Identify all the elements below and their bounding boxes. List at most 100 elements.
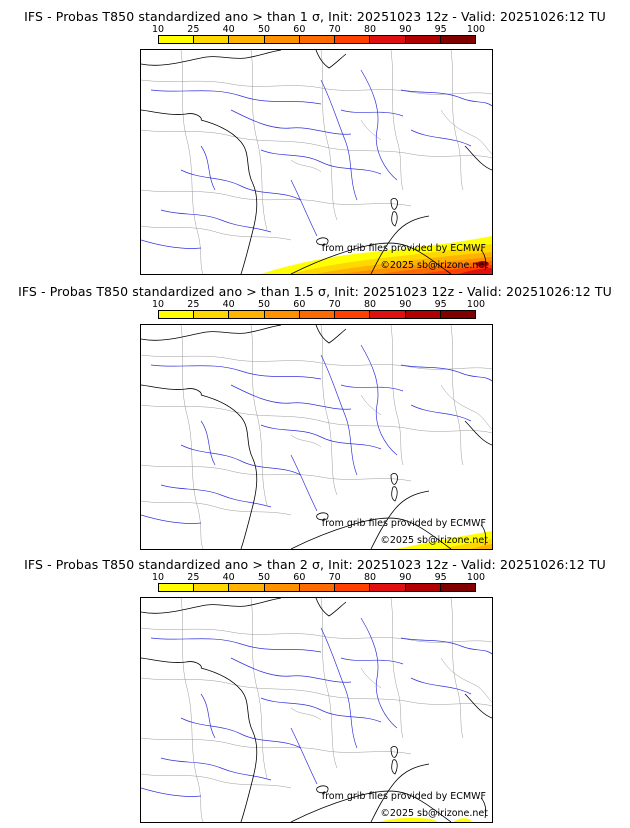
colorbar-tick-label: 25 <box>187 299 200 310</box>
coastline <box>141 384 202 396</box>
coastline <box>200 667 258 822</box>
colorbar-tick-label: 95 <box>434 24 447 35</box>
river <box>200 420 216 466</box>
panel-title: IFS - Probas T850 standardized ano > tha… <box>18 284 612 299</box>
coastline <box>316 512 329 521</box>
colorbar-segment <box>370 584 406 591</box>
probability-map: from grib files provided by ECMWF ©2025 s… <box>140 49 493 275</box>
map-panel-1: IFS - Probas T850 standardized ano > tha… <box>0 0 630 275</box>
colorbar-tick-label: 60 <box>293 24 306 35</box>
coastline <box>290 790 452 822</box>
admin-border <box>250 325 268 506</box>
colorbar-tick-label: 25 <box>187 572 200 583</box>
coastline <box>391 486 398 502</box>
colorbar-segment <box>405 36 441 43</box>
colorbar-tick-label: 40 <box>222 299 235 310</box>
colorbar-tick-label: 40 <box>222 24 235 35</box>
river <box>320 354 358 476</box>
colorbar-segment <box>335 311 371 318</box>
probability-contour <box>379 818 437 822</box>
coastline <box>370 763 430 822</box>
coastline <box>316 237 329 246</box>
map-canvas <box>141 325 492 549</box>
colorbar-ticks: 10 25 40 50 60 70 80 90 95 100 <box>152 24 485 35</box>
coastline <box>390 746 398 758</box>
copyright-credit: ©2025 sb@irizone.net <box>380 808 488 819</box>
admin-border <box>320 325 338 496</box>
river <box>320 627 358 749</box>
admin-border <box>141 500 292 516</box>
colorbar-tick-label: 10 <box>151 572 165 583</box>
admin-border <box>141 189 412 207</box>
source-credit: from grib files provided by ECMWF <box>321 518 486 529</box>
river <box>410 677 472 695</box>
river <box>260 149 382 175</box>
river <box>160 757 272 781</box>
coastline <box>370 490 430 549</box>
coastline <box>290 242 452 274</box>
river <box>340 657 404 665</box>
probability-map: from grib files provided by ECMWF ©2025 s… <box>140 597 493 823</box>
panel-title: IFS - Probas T850 standardized ano > tha… <box>24 9 606 24</box>
colorbar-segment <box>440 311 475 318</box>
river <box>230 384 352 410</box>
colorbar-tick-label: 90 <box>399 299 412 310</box>
colorbar-tick-label: 40 <box>222 572 235 583</box>
coastline <box>390 198 398 210</box>
river <box>400 89 492 107</box>
coastline <box>315 598 347 617</box>
colorbar-segment <box>299 36 336 43</box>
colorbar-segment <box>299 311 336 318</box>
river <box>230 109 352 135</box>
river <box>150 89 322 105</box>
colorbar <box>158 35 476 44</box>
colorbar-tick-label: 50 <box>257 299 271 310</box>
admin-border <box>450 598 464 739</box>
river <box>160 484 272 508</box>
probability-contour <box>441 539 492 549</box>
colorbar-tick-label: 100 <box>466 572 486 583</box>
colorbar-tick-label: 100 <box>466 24 486 35</box>
coastline <box>316 785 329 794</box>
admin-border <box>141 464 412 482</box>
river <box>180 717 302 749</box>
colorbar-segment <box>229 584 265 591</box>
river <box>150 364 322 380</box>
colorbar-segment <box>370 311 406 318</box>
colorbar <box>158 583 476 592</box>
admin-border <box>440 384 492 430</box>
colorbar-segment <box>159 311 195 318</box>
coastline <box>464 145 492 171</box>
admin-border <box>290 434 322 448</box>
colorbar-segment <box>405 311 441 318</box>
colorbar-ticks: 10 25 40 50 60 70 80 90 95 100 <box>152 299 485 310</box>
river <box>360 617 398 729</box>
copyright-credit: ©2025 sb@irizone.net <box>380 535 488 546</box>
colorbar-tick-label: 50 <box>257 572 271 583</box>
coastline <box>141 109 202 121</box>
probability-contour <box>459 268 492 274</box>
river <box>200 145 216 191</box>
admin-border <box>390 50 404 191</box>
coastline <box>200 394 258 549</box>
admin-border <box>360 394 382 416</box>
colorbar-segment <box>264 36 300 43</box>
coastline <box>391 759 398 775</box>
admin-border <box>450 50 464 191</box>
colorbar-tick-label: 60 <box>293 572 306 583</box>
colorbar-segment <box>194 584 230 591</box>
colorbar-segment <box>335 36 371 43</box>
copyright-credit: ©2025 sb@irizone.net <box>380 260 488 271</box>
river <box>141 514 202 524</box>
admin-border <box>290 159 322 173</box>
river <box>320 79 358 201</box>
river <box>400 637 492 655</box>
admin-border <box>360 667 382 689</box>
probability-map: from grib files provided by ECMWF ©2025 s… <box>140 324 493 550</box>
river <box>260 697 382 723</box>
colorbar-segment <box>229 36 265 43</box>
colorbar-tick-label: 70 <box>328 299 341 310</box>
coastline <box>480 524 487 546</box>
coastline <box>315 50 347 69</box>
river <box>410 404 472 422</box>
